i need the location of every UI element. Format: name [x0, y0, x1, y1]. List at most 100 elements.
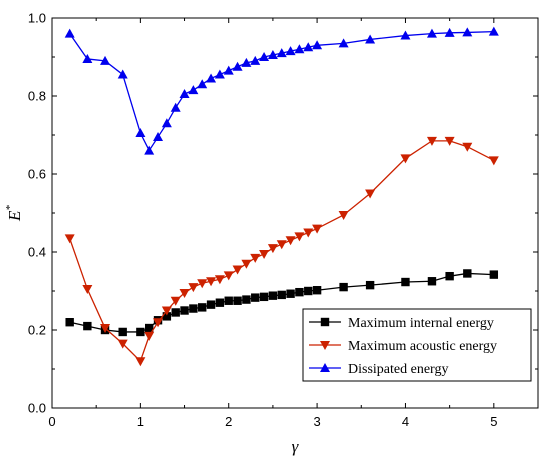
data-point — [285, 46, 296, 56]
data-point — [488, 26, 499, 36]
data-point — [118, 327, 127, 337]
data-point — [285, 236, 296, 246]
x-tick-label: 1 — [137, 414, 144, 429]
data-point — [444, 136, 455, 146]
data-point — [427, 277, 437, 286]
data-point — [400, 30, 411, 40]
data-point — [277, 290, 286, 300]
data-point — [401, 277, 410, 287]
data-point — [241, 259, 252, 269]
data-point — [312, 224, 323, 234]
legend-item: Maximum acoustic energy — [309, 339, 497, 354]
y-tick-label: 0.0 — [28, 401, 46, 416]
data-point — [251, 293, 260, 302]
data-point — [64, 28, 75, 38]
series-3 — [64, 26, 499, 155]
legend-label: Maximum acoustic energy — [348, 339, 497, 354]
data-point — [338, 210, 349, 220]
data-point — [214, 69, 225, 79]
data-point — [144, 331, 155, 341]
data-point — [241, 57, 252, 67]
legend-item: Maximum internal energy — [309, 316, 494, 331]
series-lines — [64, 26, 499, 367]
data-point — [180, 306, 189, 315]
y-axis-title-superscript: * — [4, 205, 16, 211]
x-tick-label: 4 — [402, 414, 409, 429]
data-point — [339, 282, 348, 292]
data-point — [144, 145, 155, 155]
data-point — [197, 79, 208, 89]
data-point — [365, 189, 376, 199]
data-point — [400, 154, 411, 164]
data-point — [462, 142, 473, 152]
data-point — [224, 296, 233, 305]
data-point — [197, 279, 208, 289]
data-point — [267, 50, 278, 60]
data-point — [214, 275, 225, 285]
data-point — [295, 287, 304, 297]
y-tick-label: 1.0 — [28, 11, 46, 26]
legend: Maximum internal energy Maximum acoustic … — [302, 308, 532, 382]
data-point — [82, 285, 93, 295]
data-point — [162, 312, 172, 321]
y-tick-label: 0.8 — [28, 89, 46, 104]
data-point — [135, 357, 146, 367]
legend-swatch-marker — [320, 341, 330, 350]
data-point — [444, 27, 455, 37]
data-point — [286, 289, 295, 298]
data-point — [259, 292, 269, 302]
data-point — [64, 234, 75, 244]
data-point — [488, 156, 499, 166]
data-point — [136, 327, 145, 337]
data-point — [250, 55, 261, 65]
y-axis-ticks: 0.0 0.2 0.4 0.6 0.8 1.0 — [28, 11, 538, 416]
y-axis-title-main: E — [5, 210, 24, 222]
data-point — [153, 318, 164, 328]
data-point — [170, 102, 181, 112]
x-axis-title: γ — [292, 437, 300, 456]
y-axis-title: E* — [4, 205, 24, 222]
data-point — [170, 296, 181, 306]
data-point — [294, 44, 305, 54]
data-point — [365, 280, 375, 290]
data-point — [135, 128, 146, 138]
x-tick-label: 0 — [48, 414, 55, 429]
data-point — [489, 270, 499, 279]
data-point — [294, 232, 305, 242]
data-point — [232, 265, 243, 275]
data-point — [259, 52, 270, 61]
data-point — [223, 65, 234, 75]
data-point — [206, 73, 217, 83]
legend-label: Dissipated energy — [348, 362, 448, 377]
data-point — [206, 277, 217, 287]
data-point — [242, 295, 251, 304]
data-point — [161, 118, 172, 128]
data-point — [365, 34, 376, 44]
data-point — [463, 269, 472, 278]
data-point — [259, 249, 270, 259]
data-point — [188, 85, 199, 95]
data-point — [179, 89, 190, 99]
x-axis-ticks: 0 1 2 3 4 5 — [48, 18, 497, 429]
x-tick-label: 3 — [313, 414, 320, 429]
data-point — [276, 48, 287, 58]
legend-swatch-marker — [320, 363, 330, 372]
data-point — [161, 306, 172, 316]
data-point — [117, 69, 128, 79]
data-point — [445, 271, 454, 281]
y-tick-label: 0.4 — [28, 245, 46, 260]
legend-item: Dissipated energy — [309, 362, 448, 377]
data-point — [276, 240, 287, 250]
data-point — [312, 286, 322, 295]
data-point — [100, 55, 111, 65]
data-point — [268, 291, 278, 300]
data-point — [312, 40, 323, 50]
data-point — [303, 228, 314, 238]
data-point — [206, 300, 216, 309]
data-point — [338, 38, 349, 48]
series-2 — [64, 136, 499, 367]
x-tick-label: 2 — [225, 414, 232, 429]
data-point — [83, 321, 92, 331]
